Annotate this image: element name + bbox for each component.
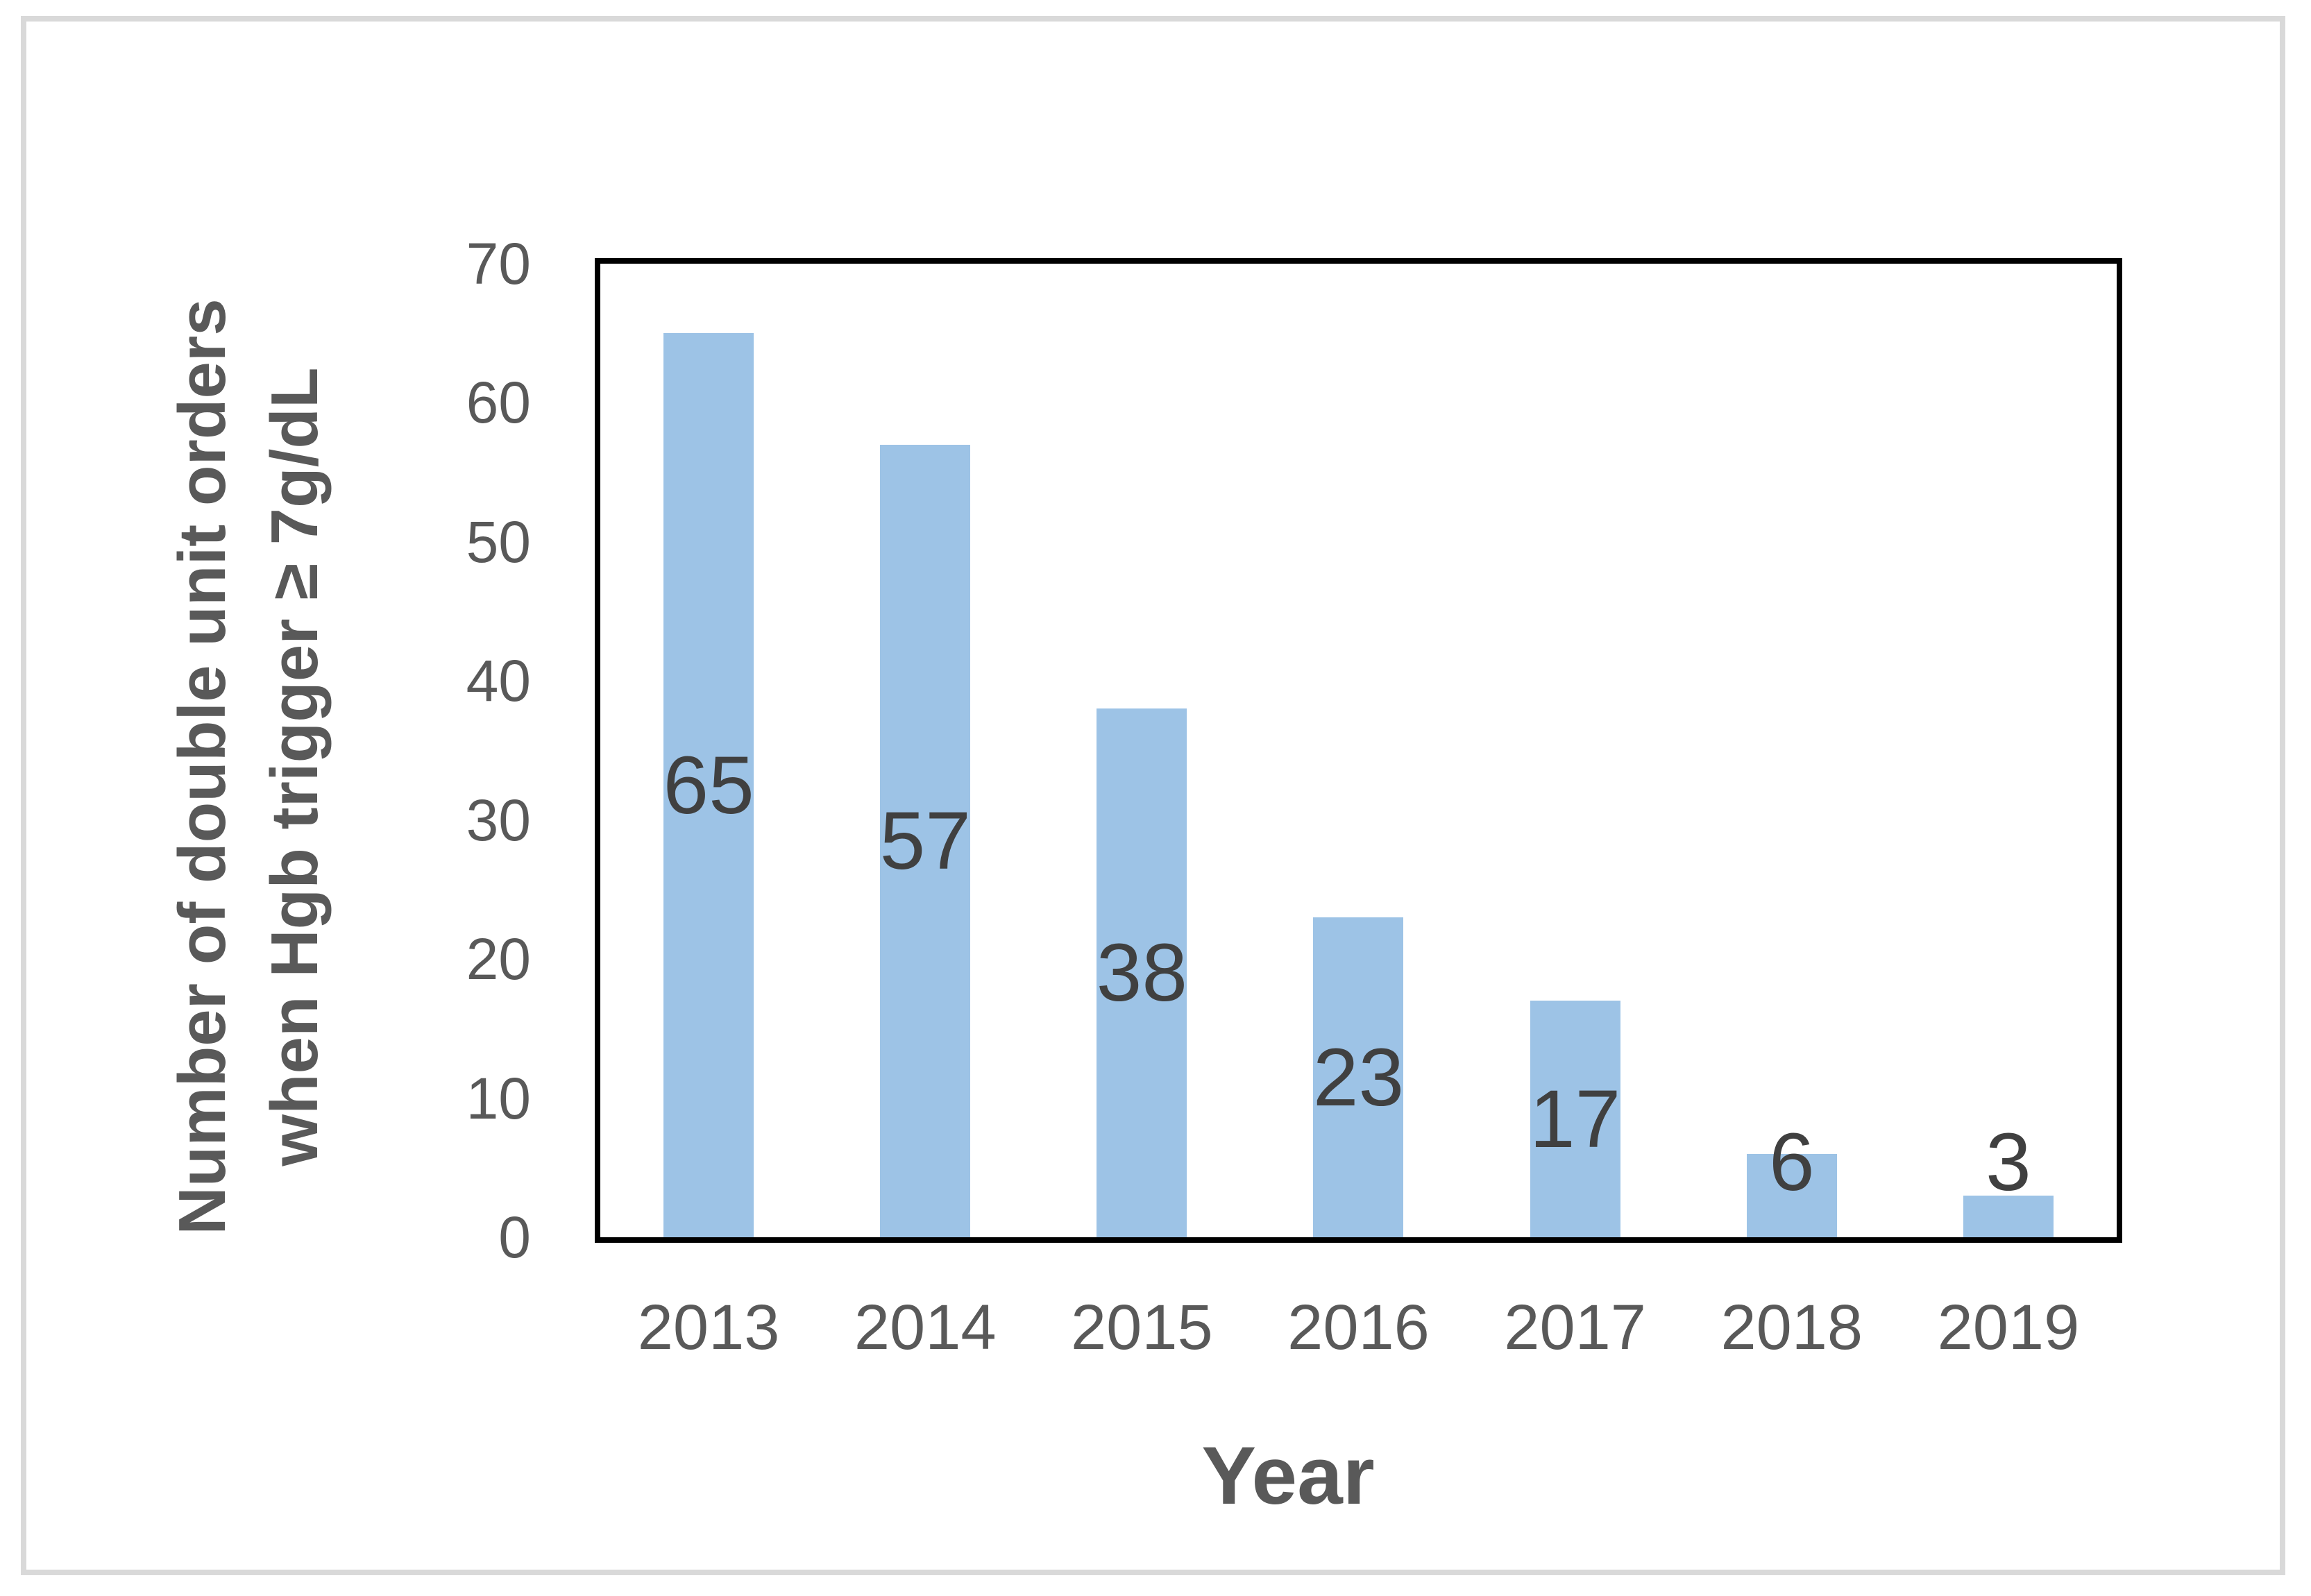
x-category-label: 2019 xyxy=(1937,1292,2080,1363)
y-tick-label: 70 xyxy=(466,231,531,296)
bar-2017 xyxy=(1530,1001,1620,1237)
x-category-label: 2016 xyxy=(1287,1292,1430,1363)
bar-2015 xyxy=(1097,708,1187,1237)
y-axis-tick-labels: 0 10 20 30 40 50 60 70 xyxy=(0,0,531,1596)
bar-2016 xyxy=(1313,917,1404,1237)
x-axis-title: Year xyxy=(1201,1430,1375,1522)
y-tick-label: 10 xyxy=(466,1065,531,1131)
bar-slot: 38 xyxy=(1033,264,1250,1237)
bar-value-label: 57 xyxy=(879,795,971,887)
x-category-label: 2013 xyxy=(637,1292,780,1363)
bar-slot: 57 xyxy=(817,264,1033,1237)
bar-slot: 23 xyxy=(1250,264,1466,1237)
bar-slot: 65 xyxy=(600,264,817,1237)
x-category-label: 2014 xyxy=(854,1292,997,1363)
x-category-label: 2015 xyxy=(1071,1292,1213,1363)
bar-value-label: 23 xyxy=(1312,1031,1405,1123)
bar-2019 xyxy=(1963,1195,2054,1237)
y-tick-label: 50 xyxy=(466,509,531,575)
bar-value-label: 65 xyxy=(663,739,754,831)
y-tick-label: 30 xyxy=(466,787,531,853)
bar-slot: 6 xyxy=(1684,264,1900,1237)
bar-slot: 3 xyxy=(1900,264,2117,1237)
y-tick-label: 40 xyxy=(466,648,531,714)
bar-2018 xyxy=(1746,1153,1837,1237)
bar-slot: 17 xyxy=(1467,264,1684,1237)
y-tick-label: 20 xyxy=(466,926,531,992)
y-tick-label: 0 xyxy=(498,1205,531,1270)
plot-area: 65 57 38 23 17 6 3 xyxy=(595,258,2122,1243)
bar-2013 xyxy=(663,333,754,1237)
x-category-label: 2018 xyxy=(1720,1292,1863,1363)
x-category-labels: 2013 2014 2015 2016 2017 2018 2019 xyxy=(600,1289,2117,1373)
y-tick-label: 60 xyxy=(466,370,531,436)
x-category-label: 2017 xyxy=(1504,1292,1646,1363)
bar-value-label: 3 xyxy=(1986,1116,2031,1208)
bar-value-label: 17 xyxy=(1530,1073,1621,1165)
bar-value-label: 38 xyxy=(1096,927,1187,1019)
bar-2014 xyxy=(880,444,971,1237)
bars-container: 65 57 38 23 17 6 3 xyxy=(600,264,2117,1237)
bar-value-label: 6 xyxy=(1768,1116,1815,1208)
